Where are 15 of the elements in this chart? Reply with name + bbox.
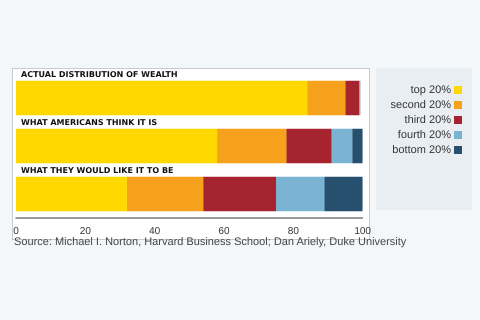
x-tick-label: 80 [288, 226, 300, 237]
legend-label: third 20% [404, 114, 451, 126]
x-tick-label: 40 [149, 226, 161, 237]
legend-label: second 20% [390, 98, 451, 110]
y-tick-label: WHAT AMERICANS THINK IT IS [21, 118, 158, 127]
x-tick-label: 100 [354, 226, 372, 237]
legend-label: bottom 20% [392, 144, 451, 156]
x-tick-label: 20 [80, 226, 92, 237]
y-tick-label: WHAT THEY WOULD LIKE IT TO BE [21, 166, 174, 175]
x-tick-label: 0 [13, 226, 20, 237]
legend-label: top 20% [410, 84, 451, 96]
source-note: Source: Michael I. Norton, Harvard Business School; Dan Ariely, Duke University [14, 236, 406, 248]
y-tick-label: ACTUAL DISTRIBUTION OF WEALTH [21, 70, 178, 79]
legend-label: fourth 20% [398, 128, 451, 140]
x-tick-label: 60 [218, 226, 230, 237]
